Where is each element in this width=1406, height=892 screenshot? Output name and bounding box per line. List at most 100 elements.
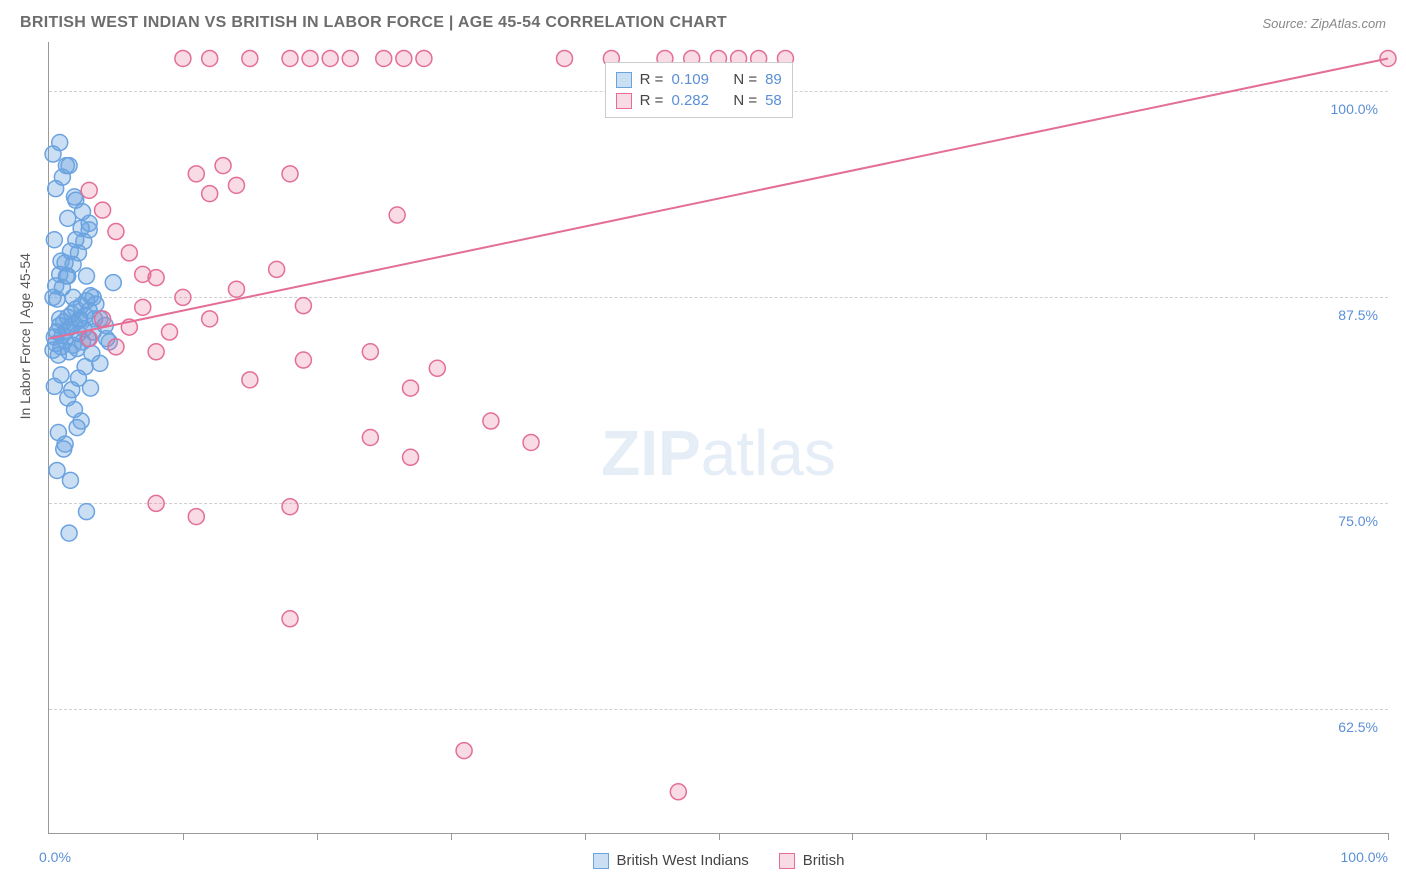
x-tick [451,833,452,840]
stats-row: R =0.109 N =89 [616,69,782,90]
x-tick [585,833,586,840]
data-point [188,166,204,182]
data-point [376,50,392,66]
data-point [215,158,231,174]
data-point [670,784,686,800]
data-point [242,372,258,388]
chart-title: BRITISH WEST INDIAN VS BRITISH IN LABOR … [20,14,727,32]
data-point [49,462,65,478]
correlation-stats-box: R =0.109 N =89R =0.282 N =58 [605,62,793,118]
x-tick [986,833,987,840]
series-legend: British West Indians British [593,852,845,869]
data-point [121,245,137,261]
data-point [429,360,445,376]
data-point [228,281,244,297]
data-point [66,189,82,205]
data-point [92,355,108,371]
data-point [72,311,88,327]
data-point [108,339,124,355]
data-point [269,261,285,277]
data-point [95,202,111,218]
data-point [228,177,244,193]
data-point [456,743,472,759]
data-point [322,50,338,66]
data-point [46,232,62,248]
data-point [53,367,69,383]
data-point [78,504,94,520]
data-point [175,289,191,305]
data-point [61,525,77,541]
data-point [342,50,358,66]
data-point [282,166,298,182]
chart-header: BRITISH WEST INDIAN VS BRITISH IN LABOR … [0,0,1406,40]
data-point [557,50,573,66]
data-point [78,268,94,284]
data-point [60,210,76,226]
data-point [105,275,121,291]
data-point [188,509,204,525]
data-point [396,50,412,66]
x-tick [719,833,720,840]
data-point [69,420,85,436]
data-point [282,50,298,66]
data-point [58,158,74,174]
data-point [65,289,81,305]
scatter-svg-layer [49,42,1388,833]
legend-label: British West Indians [617,852,749,869]
data-point [62,472,78,488]
data-point [282,611,298,627]
data-point [242,50,258,66]
data-point [83,380,99,396]
x-tick [1120,833,1121,840]
legend-swatch [616,72,632,88]
chart-plot-area: In Labor Force | Age 45-54 62.5%75.0%87.… [48,42,1388,834]
legend-swatch [616,93,632,109]
data-point [295,352,311,368]
x-axis-max-label: 100.0% [1341,849,1388,865]
data-point [202,50,218,66]
data-point [135,299,151,315]
legend-item: British West Indians [593,852,749,869]
legend-label: British [803,852,845,869]
data-point [148,495,164,511]
legend-swatch [593,853,609,869]
x-axis-min-label: 0.0% [39,849,71,865]
legend-swatch [779,853,795,869]
data-point [58,268,74,284]
data-point [135,266,151,282]
data-point [52,135,68,151]
data-point [81,331,97,347]
data-point [85,289,101,305]
x-tick [183,833,184,840]
data-point [45,289,61,305]
x-tick [852,833,853,840]
data-point [389,207,405,223]
y-axis-label: In Labor Force | Age 45-54 [17,253,33,419]
data-point [108,224,124,240]
data-point [148,344,164,360]
data-point [81,215,97,231]
stats-row: R =0.282 N =58 [616,90,782,111]
data-point [403,380,419,396]
data-point [81,182,97,198]
source-attribution: Source: ZipAtlas.com [1262,16,1386,31]
data-point [362,344,378,360]
data-point [302,50,318,66]
data-point [295,298,311,314]
data-point [362,430,378,446]
data-point [282,499,298,515]
data-point [483,413,499,429]
data-point [53,253,69,269]
data-point [202,186,218,202]
legend-item: British [779,852,845,869]
data-point [56,441,72,457]
x-tick [1388,833,1389,840]
data-point [162,324,178,340]
data-point [77,359,93,375]
data-point [175,50,191,66]
data-point [416,50,432,66]
data-point [523,434,539,450]
data-point [95,311,111,327]
data-point [403,449,419,465]
data-point [202,311,218,327]
